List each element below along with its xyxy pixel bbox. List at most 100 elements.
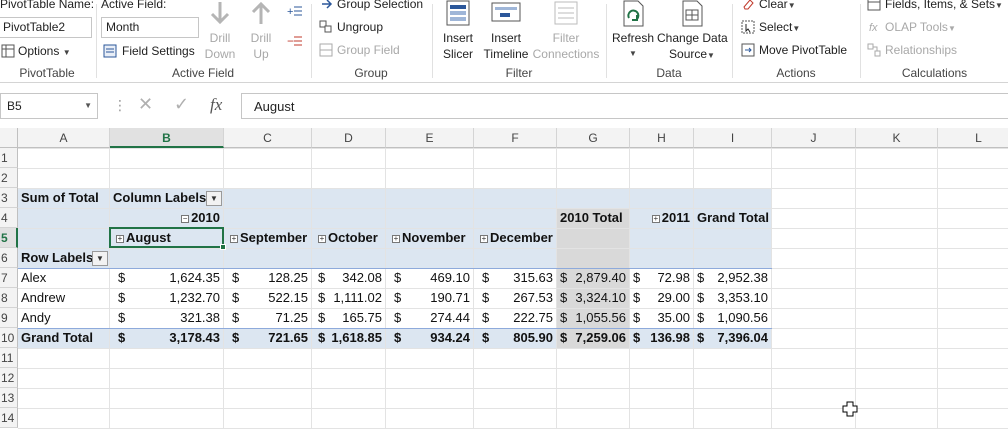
- formula-input[interactable]: August: [241, 93, 1008, 119]
- row-label[interactable]: Andy: [21, 310, 51, 325]
- row-header-12[interactable]: 12: [0, 368, 18, 388]
- clear-button[interactable]: Clear▼: [759, 0, 796, 11]
- value-cell[interactable]: 165.75: [342, 310, 382, 325]
- value-cell[interactable]: 274.44: [430, 310, 470, 325]
- pivottable-name-input[interactable]: PivotTable2: [0, 17, 92, 38]
- expand-icon[interactable]: +: [480, 234, 488, 243]
- year-2011-cell[interactable]: $72.98: [633, 268, 690, 288]
- chevron-down-icon[interactable]: ▼: [84, 101, 92, 110]
- value-cell[interactable]: 469.10: [430, 270, 470, 285]
- value-cell[interactable]: 267.53: [513, 290, 553, 305]
- column-labels-header[interactable]: Column Labels: [113, 190, 207, 205]
- drill-down-button[interactable]: Drill Down: [201, 0, 239, 62]
- column-labels-filter-dropdown[interactable]: ▼: [206, 191, 222, 206]
- grand-total-column-header[interactable]: Grand Total: [697, 210, 769, 225]
- value-cell[interactable]: 721.65: [268, 330, 308, 345]
- month-header-november[interactable]: + November: [392, 228, 470, 248]
- options-button[interactable]: Options ▼: [18, 44, 71, 58]
- ungroup-button[interactable]: Ungroup: [337, 20, 384, 34]
- refresh-button[interactable]: Refresh ▼: [609, 0, 657, 62]
- value-cell[interactable]: 71.25: [275, 310, 308, 325]
- insert-function-icon[interactable]: fx: [210, 95, 223, 114]
- move-pivottable-button[interactable]: Move PivotTable: [759, 43, 848, 57]
- row-header-4[interactable]: 4: [0, 208, 18, 228]
- grand-total-cell[interactable]: $7,396.04: [697, 328, 768, 348]
- value-cell[interactable]: 222.75: [513, 310, 553, 325]
- row-label[interactable]: Alex: [21, 270, 47, 285]
- value-cell[interactable]: 315.63: [513, 270, 553, 285]
- grand-total-cell[interactable]: $2,952.38: [697, 268, 768, 288]
- value-cell[interactable]: 190.71: [430, 290, 470, 305]
- value-cell[interactable]: 934.24: [430, 330, 470, 345]
- value-cell[interactable]: 3,178.43: [169, 330, 220, 345]
- row-header-10[interactable]: 10: [0, 328, 18, 348]
- month-header-september[interactable]: + September: [230, 228, 308, 248]
- column-header-j[interactable]: J: [772, 128, 856, 148]
- cancel-icon[interactable]: ✕: [138, 94, 154, 114]
- column-header-i[interactable]: I: [694, 128, 772, 148]
- column-header-a[interactable]: A: [18, 128, 110, 148]
- row-header-7[interactable]: 7: [0, 268, 18, 288]
- row-header-9[interactable]: 9: [0, 308, 18, 328]
- expand-icon[interactable]: +: [318, 234, 326, 243]
- column-header-l[interactable]: L: [938, 128, 1008, 148]
- month-header-october[interactable]: + October: [318, 228, 382, 248]
- row-header-5[interactable]: 5: [0, 228, 18, 248]
- year-2011-cell[interactable]: $35.00: [633, 308, 690, 328]
- group-field-button[interactable]: Group Field: [337, 43, 400, 57]
- row-label[interactable]: Andrew: [21, 290, 66, 305]
- select-button[interactable]: Select▼: [759, 20, 800, 34]
- column-header-f[interactable]: F: [474, 128, 557, 148]
- value-cell[interactable]: 805.90: [513, 330, 553, 345]
- name-box[interactable]: B5 ▼: [0, 93, 98, 119]
- year-2010-total-cell[interactable]: $7,259.06: [560, 328, 626, 348]
- value-cell[interactable]: 342.08: [342, 270, 382, 285]
- year-2011-header[interactable]: +2011: [633, 208, 690, 228]
- row-header-1[interactable]: 1: [0, 148, 18, 168]
- expand-field-icon[interactable]: +: [287, 4, 303, 18]
- year-2010-total-cell[interactable]: $3,324.10: [560, 288, 626, 308]
- filter-connections-button[interactable]: Filter Connections: [531, 0, 601, 62]
- year-2010-total-header[interactable]: 2010 Total: [560, 210, 623, 225]
- column-header-d[interactable]: D: [312, 128, 386, 148]
- value-cell[interactable]: 1,232.70: [169, 290, 220, 305]
- value-cell[interactable]: 522.15: [268, 290, 308, 305]
- month-header-december[interactable]: + December: [480, 228, 553, 248]
- year-2011-cell[interactable]: $29.00: [633, 288, 690, 308]
- group-selection-button[interactable]: Group Selection: [337, 0, 424, 11]
- year-2010-total-cell[interactable]: $2,879.40: [560, 268, 626, 288]
- fields-items-sets-button[interactable]: Fields, Items, & Sets▼: [885, 0, 1003, 11]
- column-header-h[interactable]: H: [630, 128, 694, 148]
- row-header-2[interactable]: 2: [0, 168, 18, 188]
- fill-handle[interactable]: [220, 244, 226, 250]
- value-cell[interactable]: 1,618.85: [331, 330, 382, 345]
- drill-up-button[interactable]: Drill Up: [243, 0, 279, 62]
- expand-icon[interactable]: +: [116, 234, 124, 243]
- select-all-corner[interactable]: [0, 128, 18, 148]
- collapse-field-icon[interactable]: −: [287, 34, 303, 48]
- row-header-13[interactable]: 13: [0, 388, 18, 408]
- expand-icon[interactable]: +: [392, 234, 400, 243]
- row-header-3[interactable]: 3: [0, 188, 18, 208]
- expand-icon[interactable]: +: [651, 214, 660, 223]
- expand-icon[interactable]: +: [230, 234, 238, 243]
- year-2010-total-cell[interactable]: $1,055.56: [560, 308, 626, 328]
- row-labels-filter-icon[interactable]: ▼: [92, 251, 108, 266]
- year-2011-cell[interactable]: $136.98: [633, 328, 690, 348]
- row-header-8[interactable]: 8: [0, 288, 18, 308]
- active-field-input[interactable]: Month: [101, 17, 199, 38]
- value-cell[interactable]: 1,624.35: [169, 270, 220, 285]
- insert-timeline-button[interactable]: Insert Timeline: [481, 0, 531, 62]
- row-labels-header[interactable]: Row Labels: [21, 250, 94, 265]
- grand-total-row-label[interactable]: Grand Total: [21, 330, 93, 345]
- year-2010-header[interactable]: −2010: [113, 208, 220, 228]
- field-settings-button[interactable]: Field Settings: [122, 44, 195, 58]
- grand-total-cell[interactable]: $1,090.56: [697, 308, 768, 328]
- relationships-button[interactable]: Relationships: [885, 43, 958, 57]
- column-header-c[interactable]: C: [224, 128, 312, 148]
- value-cell[interactable]: 321.38: [180, 310, 220, 325]
- row-header-6[interactable]: 6: [0, 248, 18, 268]
- olap-tools-button[interactable]: OLAP Tools▼: [885, 20, 956, 34]
- value-cell[interactable]: 128.25: [268, 270, 308, 285]
- row-header-14[interactable]: 14: [0, 408, 18, 428]
